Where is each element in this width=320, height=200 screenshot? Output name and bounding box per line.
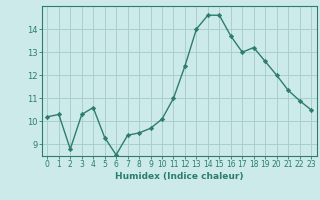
X-axis label: Humidex (Indice chaleur): Humidex (Indice chaleur)	[115, 172, 244, 181]
